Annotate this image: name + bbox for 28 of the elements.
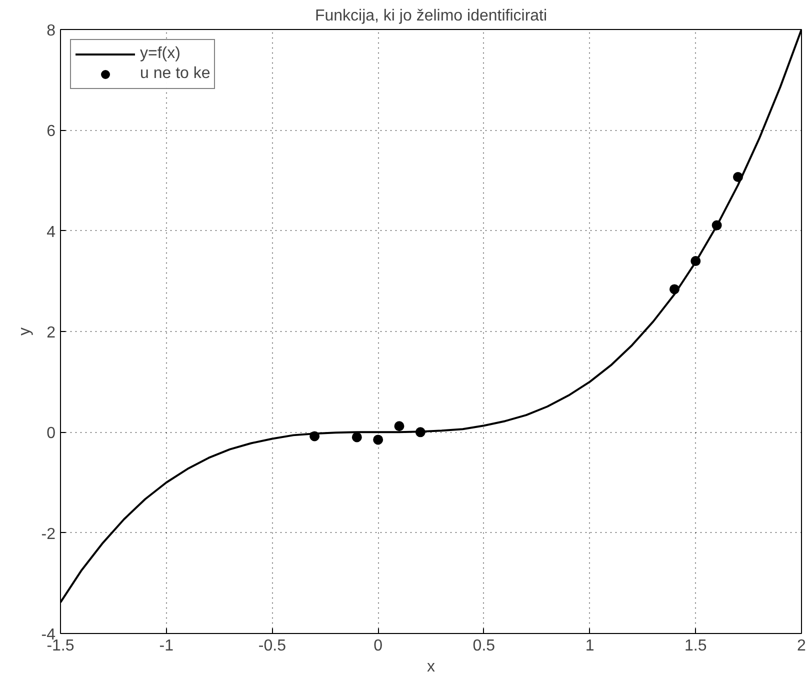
point xyxy=(373,434,384,445)
legend-label: u ne to ke xyxy=(140,65,210,83)
y-tick-label: 0 xyxy=(46,425,56,442)
y-tick-label: 2 xyxy=(46,324,56,342)
x-tick-label: 0 xyxy=(374,638,383,654)
x-axis-title: x xyxy=(427,658,435,676)
point xyxy=(690,256,701,266)
point xyxy=(732,172,743,182)
y-tick-label: 6 xyxy=(46,123,56,140)
x-tick-label: 1.5 xyxy=(684,638,707,654)
legend-label: y=f(x) xyxy=(140,45,180,63)
y-axis-title: y xyxy=(16,328,34,336)
point xyxy=(310,431,320,442)
point xyxy=(352,432,362,442)
point xyxy=(712,220,722,230)
x-tick-label: -0.5 xyxy=(258,638,286,654)
y-tick-label: 8 xyxy=(46,22,56,40)
x-tick-label: 1 xyxy=(585,638,594,654)
chart-title: Funkcija, ki jo želimo identificirati xyxy=(314,8,548,24)
point xyxy=(669,284,680,294)
y-tick-label: 4 xyxy=(46,224,56,241)
x-tick-label: 2 xyxy=(797,638,806,654)
y-tick-label: -2 xyxy=(41,526,56,543)
point xyxy=(415,427,426,438)
x-tick-label: -1.5 xyxy=(46,638,74,654)
x-tick-label: -1 xyxy=(159,638,174,654)
point xyxy=(394,421,404,432)
x-tick-label: 0.5 xyxy=(472,638,496,654)
